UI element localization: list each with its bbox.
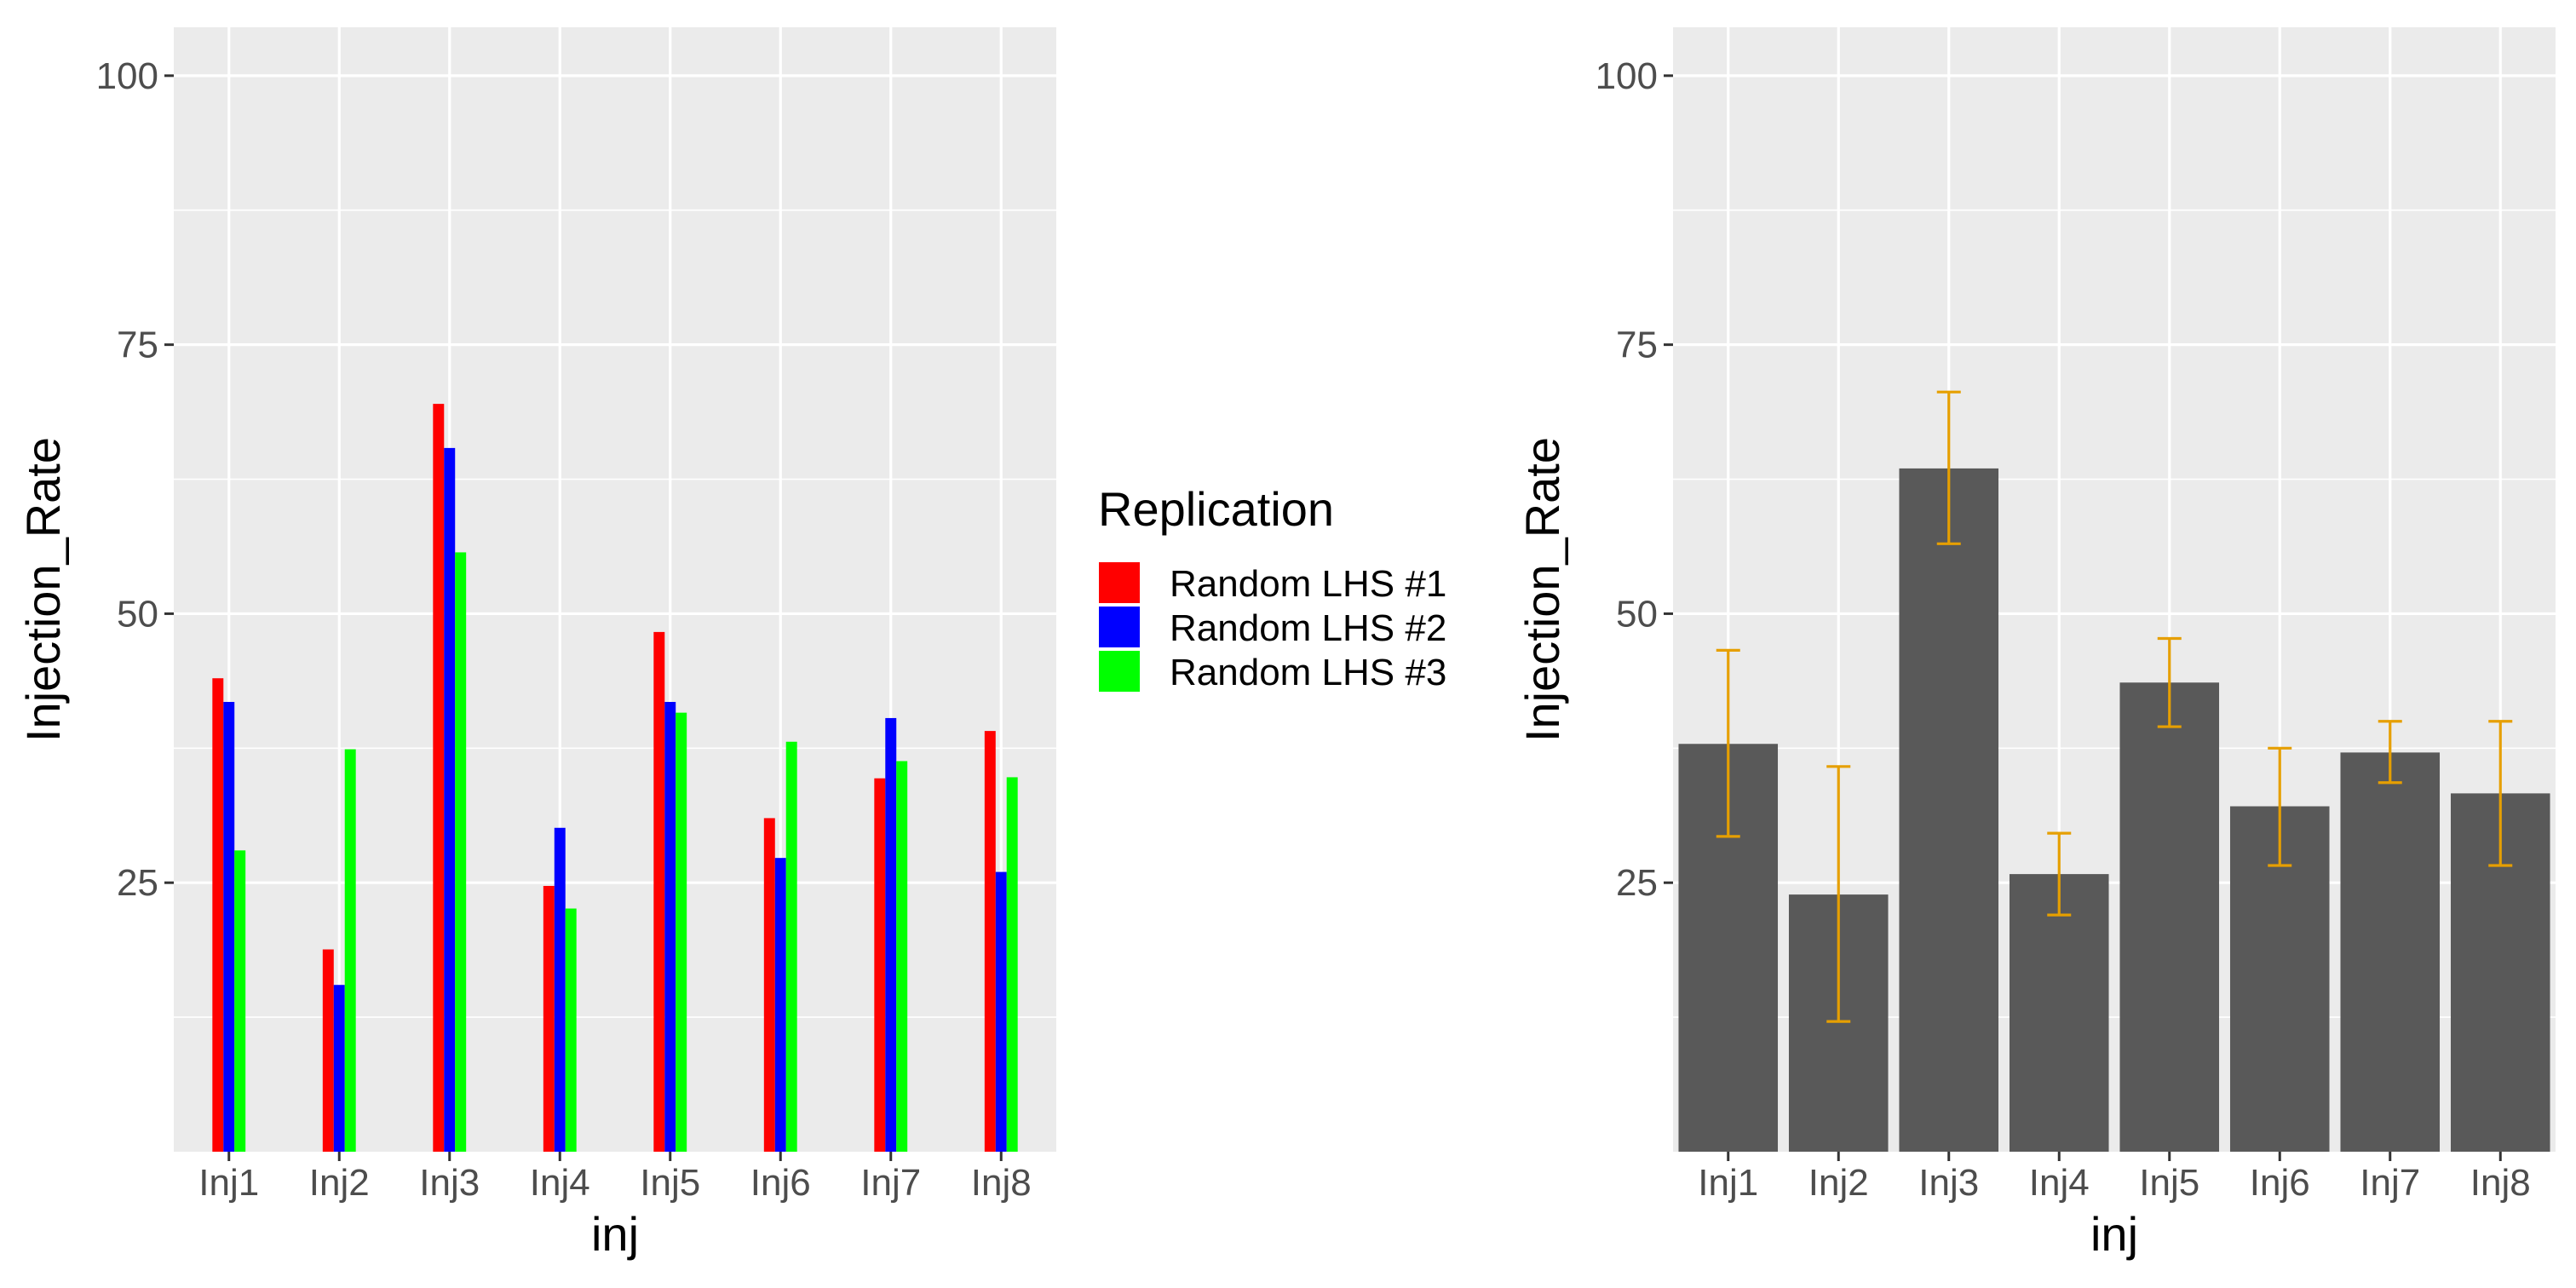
bar-inj2-series-1: [322, 949, 334, 1152]
y-axis-title: Injection_Rate: [16, 437, 70, 742]
bar-inj6-series-1: [763, 818, 775, 1152]
bar-inj5: [2119, 682, 2220, 1152]
x-tick-label: Inj4: [2029, 1162, 2090, 1204]
x-tick-label: Inj7: [2360, 1162, 2420, 1204]
bar-inj5-series-3: [676, 712, 687, 1152]
errorbar-inj6: [2268, 746, 2292, 867]
bar-inj4-series-1: [543, 886, 555, 1152]
y-tick-label: 100: [1596, 55, 1658, 97]
legend-swatch: [1099, 651, 1140, 692]
legend-swatch: [1099, 607, 1140, 647]
bar-inj1-series-1: [212, 678, 224, 1152]
y-tick-label: 25: [117, 862, 158, 904]
plot-panel: [174, 27, 1056, 1152]
bar-inj8-series-1: [984, 731, 996, 1152]
x-tick-label: Inj1: [198, 1162, 259, 1204]
bar-inj2-series-3: [344, 749, 356, 1152]
bar-inj4: [2009, 874, 2109, 1152]
grouped-bar-chart: 25 50 75 100 Inj1 Inj2 Inj3 Inj4 Inj5 Inj6 Inj7 Inj…: [16, 27, 1056, 1261]
x-tick-label: Inj3: [419, 1162, 480, 1204]
errorbar-inj3: [1936, 390, 1961, 545]
y-tick-label: 75: [117, 325, 158, 366]
errorbar-inj2: [1826, 765, 1851, 1023]
bar-inj3: [1899, 468, 1999, 1152]
errorbar-inj7: [2378, 720, 2402, 785]
errorbar-inj8: [2488, 720, 2513, 867]
y-tick-label: 50: [117, 593, 158, 635]
bar-inj2-series-2: [333, 985, 345, 1152]
bar-inj6-series-2: [774, 858, 786, 1152]
bar-inj8-series-3: [1006, 777, 1018, 1152]
legend-label: Random LHS #1: [1170, 563, 1446, 605]
y-tick-label: 75: [1616, 325, 1658, 366]
bar-inj3-series-3: [455, 552, 467, 1152]
bar-inj7-series-2: [885, 717, 897, 1152]
x-axis-title: inj: [2090, 1207, 2138, 1261]
x-tick-label: Inj2: [1808, 1162, 1869, 1204]
x-tick-label: Inj4: [530, 1162, 590, 1204]
bar-inj4-series-2: [554, 827, 566, 1152]
x-tick-label: Inj6: [750, 1162, 811, 1204]
x-tick-label: Inj2: [309, 1162, 370, 1204]
y-tick-label: 25: [1616, 862, 1658, 904]
bar-inj5-series-1: [653, 631, 665, 1152]
bar-inj1-series-3: [234, 850, 246, 1152]
x-tick-label: Inj8: [971, 1162, 1032, 1204]
legend-title: Replication: [1098, 482, 1334, 536]
y-tick-label: 100: [96, 55, 158, 97]
errorbar-inj1: [1716, 648, 1740, 838]
x-tick-label: Inj5: [640, 1162, 700, 1204]
bar-inj1-series-2: [223, 702, 235, 1152]
bar-inj7: [2340, 752, 2441, 1152]
bar-inj4-series-3: [565, 908, 577, 1152]
errorbar-inj5: [2157, 636, 2182, 728]
bar-inj7-series-1: [874, 778, 886, 1152]
bar-inj3-series-1: [433, 404, 445, 1153]
x-tick-label: Inj1: [1698, 1162, 1758, 1204]
y-axis-title: Injection_Rate: [1515, 437, 1569, 742]
x-tick-label: Inj8: [2470, 1162, 2531, 1204]
errorbar-inj4: [2047, 831, 2072, 917]
bar-inj3-series-2: [444, 447, 456, 1152]
legend-label: Random LHS #2: [1170, 607, 1446, 649]
bar-inj7-series-3: [896, 761, 908, 1152]
legend-label: Random LHS #3: [1170, 652, 1446, 693]
x-axis-title: inj: [591, 1207, 639, 1261]
legend-swatch: [1099, 562, 1140, 603]
bar-inj5-series-2: [664, 702, 676, 1152]
mean-errorbar-chart: 25 50 75 100 Inj1 Inj2 Inj3 Inj4 Inj5 Inj6 Inj7 Inj…: [1515, 27, 2556, 1261]
x-tick-label: Inj3: [1918, 1162, 1979, 1204]
bar-inj6-series-3: [785, 741, 797, 1152]
y-tick-label: 50: [1616, 593, 1658, 635]
x-tick-label: Inj7: [860, 1162, 921, 1204]
bar-inj8-series-2: [995, 871, 1007, 1152]
x-tick-label: Inj5: [2139, 1162, 2199, 1204]
x-tick-label: Inj6: [2250, 1162, 2310, 1204]
